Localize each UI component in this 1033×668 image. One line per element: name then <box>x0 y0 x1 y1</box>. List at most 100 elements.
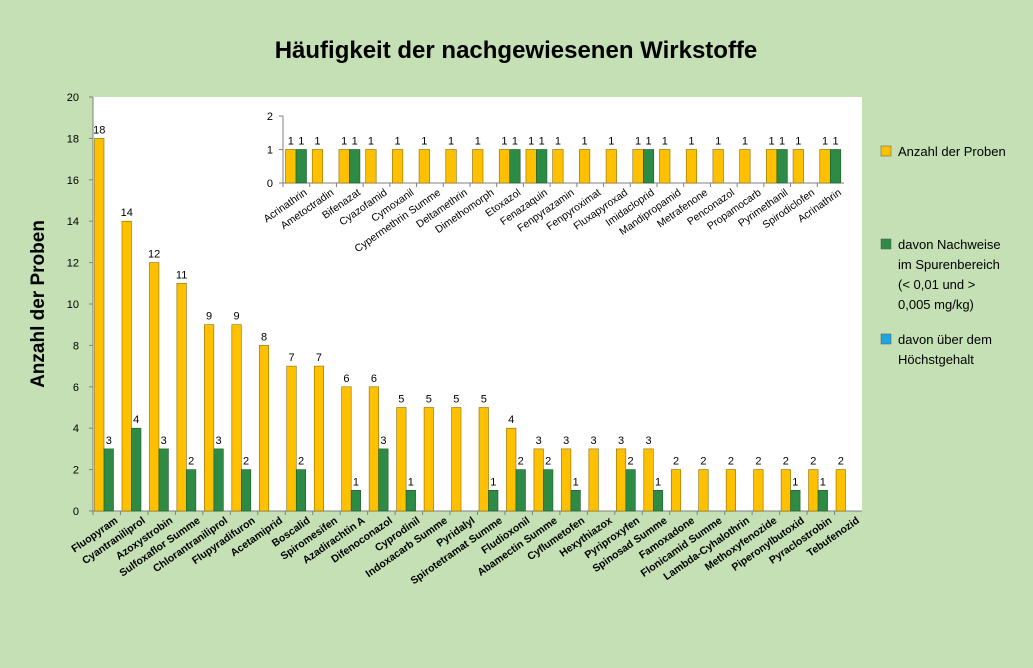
bar-total <box>643 448 654 512</box>
bar-total <box>341 386 352 512</box>
inset-data-label-total: 1 <box>448 136 454 148</box>
bar-total <box>533 448 544 512</box>
data-label-total: 2 <box>838 456 844 468</box>
data-label-total: 5 <box>426 394 432 406</box>
bar-trace <box>515 469 526 512</box>
data-label-total: 6 <box>371 373 377 385</box>
data-label-trace: 3 <box>161 435 167 447</box>
bar-total <box>313 365 325 512</box>
inset-data-label-total: 1 <box>822 136 828 148</box>
bar-total <box>451 407 462 512</box>
inset-bar-trace <box>509 149 521 184</box>
y-tick-label: 8 <box>73 340 79 352</box>
inset-data-label-total: 1 <box>715 136 721 148</box>
inset-bar-trace <box>829 149 842 184</box>
bar-trace <box>241 469 252 512</box>
data-label-total: 11 <box>176 269 187 281</box>
inset-bar-total <box>739 149 751 184</box>
data-label-total: 18 <box>93 124 105 136</box>
bar-trace <box>213 448 224 512</box>
bar-total <box>835 469 846 512</box>
legend-label: Anzahl der Proben <box>898 144 1006 159</box>
inset-bar-trace <box>642 149 655 184</box>
bar-trace <box>790 489 801 512</box>
data-label-total: 4 <box>508 414 514 426</box>
data-label-total: 3 <box>563 435 569 447</box>
inset-bar-total <box>819 149 831 184</box>
data-label-total: 7 <box>288 352 294 364</box>
data-label-total: 8 <box>261 331 267 343</box>
bar-trace <box>131 427 142 512</box>
bar-total <box>176 282 187 512</box>
inset-bar-total <box>766 149 778 184</box>
legend-label: (< 0,01 und > <box>898 277 975 292</box>
inset-data-label-total: 1 <box>795 136 801 148</box>
bar-total <box>231 324 242 512</box>
inset-bar-total <box>418 149 430 184</box>
inset-data-label-trace: 1 <box>832 136 838 148</box>
inset-bar-total <box>285 149 297 184</box>
bar-trace <box>817 489 828 512</box>
bar-trace <box>295 469 307 512</box>
inset-bar-total <box>632 149 644 184</box>
data-label-total: 2 <box>673 456 679 468</box>
data-label-trace: 1 <box>490 476 496 488</box>
bar-total <box>753 469 764 512</box>
inset-bar-total <box>712 149 724 184</box>
inset-data-label-total: 1 <box>635 136 641 148</box>
inset-data-label-trace: 1 <box>512 136 518 148</box>
bar-total <box>396 407 407 512</box>
bar-total <box>94 138 105 512</box>
inset-bar-total <box>525 149 537 184</box>
data-label-trace: 2 <box>298 456 304 468</box>
bar-trace <box>543 469 554 512</box>
data-label-total: 7 <box>316 352 322 364</box>
bar-total <box>588 448 599 512</box>
inset-bar-trace <box>536 149 548 184</box>
inset-bar-trace <box>349 149 361 184</box>
legend-label: Höchstgehalt <box>898 352 974 367</box>
data-label-trace: 4 <box>133 414 139 426</box>
y-tick-label: 10 <box>67 299 79 311</box>
bar-total <box>780 469 791 512</box>
legend-label: davon Nachweise <box>898 237 1001 252</box>
y-tick-label: 2 <box>73 465 79 477</box>
inset-data-label-total: 1 <box>395 136 401 148</box>
bar-trace <box>405 489 416 512</box>
inset-data-label-total: 1 <box>555 136 561 148</box>
inset-bar-total <box>552 149 564 184</box>
inset-data-label-total: 1 <box>475 136 481 148</box>
inset-data-label-trace: 1 <box>645 136 651 148</box>
y-tick-label: 0 <box>73 506 79 518</box>
data-label-trace: 2 <box>188 456 194 468</box>
inset-bar-total <box>338 149 350 184</box>
inset-bar-total <box>685 149 698 184</box>
inset-bar-total <box>365 149 377 184</box>
legend-label: 0,005 mg/kg) <box>898 297 974 312</box>
bar-total <box>670 469 682 512</box>
inset-data-label-total: 1 <box>662 136 668 148</box>
bar-total <box>808 469 819 512</box>
data-label-trace: 1 <box>792 476 798 488</box>
bar-trace <box>103 448 114 512</box>
inset-bar-total <box>792 149 804 184</box>
inset-bar-total <box>472 149 484 184</box>
data-label-total: 9 <box>234 311 240 323</box>
y-tick-label: 6 <box>73 382 79 394</box>
data-label-trace: 3 <box>216 435 222 447</box>
data-label-total: 2 <box>810 456 816 468</box>
inset-data-label-total: 1 <box>421 136 427 148</box>
legend-swatch <box>880 238 892 250</box>
data-label-total: 12 <box>148 249 160 261</box>
inset-y-tick-label: 1 <box>267 145 273 157</box>
inset-bar-total <box>498 149 511 184</box>
bar-total <box>286 365 297 512</box>
inset-data-label-total: 1 <box>688 136 694 148</box>
data-label-trace: 1 <box>655 476 661 488</box>
legend-label: davon über dem <box>898 332 992 347</box>
inset-bar-total <box>311 149 324 184</box>
inset-bar-total <box>659 149 671 184</box>
data-label-total: 2 <box>700 456 706 468</box>
